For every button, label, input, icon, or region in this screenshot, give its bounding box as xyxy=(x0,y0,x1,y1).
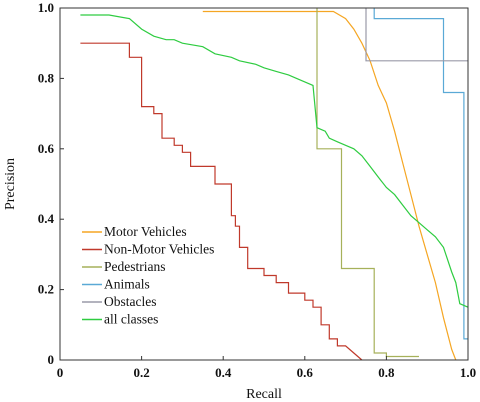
legend-label: Pedestrians xyxy=(104,259,166,274)
x-axis-label: Recall xyxy=(246,387,282,402)
y-axis-label: Precision xyxy=(3,158,18,210)
series-line-obstacles xyxy=(365,8,468,62)
plot-frame xyxy=(59,7,469,361)
y-tick-label: 0.4 xyxy=(38,211,55,226)
x-tick-label: 0.8 xyxy=(378,365,395,380)
y-tick-label: 0.2 xyxy=(38,282,54,297)
y-tick-label: 0.8 xyxy=(38,70,55,85)
ticks-layer: 0 0.2 0.4 0.6 0.8 1.0 0 0.2 0.4 0.6 0.8 1.0 xyxy=(38,0,476,380)
legend-label: Motor Vehicles xyxy=(104,224,187,239)
legend-label: Non-Motor Vehicles xyxy=(104,242,214,257)
y-tick-label: 0.6 xyxy=(38,141,55,156)
x-tick-label: 0.4 xyxy=(215,365,232,380)
series-line-motor-vehicles xyxy=(202,10,457,361)
legend: Motor Vehicles Non-Motor Vehicles Pedestri… xyxy=(82,224,214,327)
x-tick-label: 1.0 xyxy=(460,365,476,380)
series-layer xyxy=(80,8,469,361)
legend-item-all-classes: all classes xyxy=(82,312,158,327)
legend-item-obstacles: Obstacles xyxy=(82,294,156,309)
legend-item-pedestrians: Pedestrians xyxy=(82,259,166,274)
x-tick-label: 0 xyxy=(57,365,64,380)
legend-label: all classes xyxy=(104,312,158,327)
legend-label: Animals xyxy=(104,277,150,292)
series-line-non-motor-vehicles xyxy=(80,42,363,361)
legend-item-non-motor-vehicles: Non-Motor Vehicles xyxy=(82,242,214,257)
y-tick-label: 0 xyxy=(48,352,55,367)
series-line-all-classes xyxy=(80,14,469,308)
series-line-pedestrians xyxy=(316,8,419,358)
legend-label: Obstacles xyxy=(104,294,156,309)
x-tick-label: 0.2 xyxy=(133,365,149,380)
series-line-animals xyxy=(373,8,468,340)
y-tick-label: 1.0 xyxy=(38,0,54,15)
legend-item-animals: Animals xyxy=(82,277,150,292)
legend-item-motor-vehicles: Motor Vehicles xyxy=(82,224,187,239)
x-tick-label: 0.6 xyxy=(297,365,314,380)
